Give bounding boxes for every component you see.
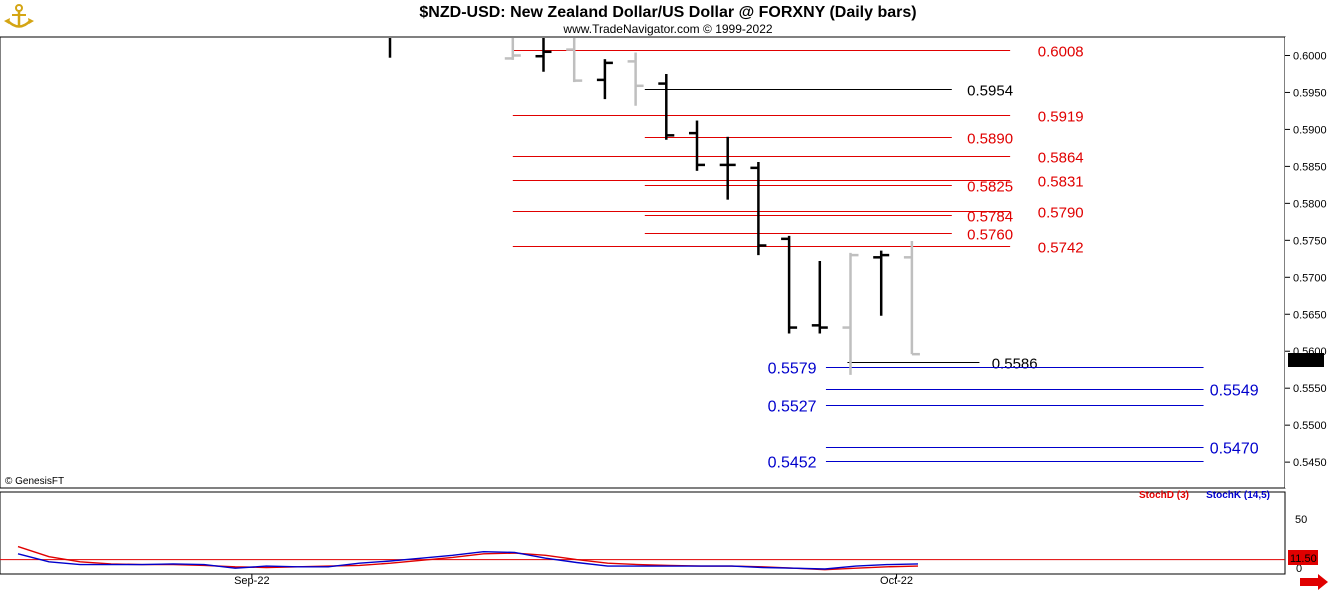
- ohlc-bar: [719, 136, 736, 200]
- ohlc-bar: [535, 38, 552, 72]
- level-label-0.5586: 0.5586: [992, 356, 1038, 373]
- price-tick-label: 0.5850: [1293, 161, 1327, 173]
- chart-subtitle: www.TradeNavigator.com © 1999-2022: [562, 22, 772, 36]
- level-label-0.5579: 0.5579: [768, 361, 817, 378]
- price-tick-label: 0.5900: [1293, 124, 1327, 136]
- level-label-0.5825: 0.5825: [967, 179, 1013, 196]
- ohlc-bar: [596, 59, 613, 100]
- stoch-current-value: 11.50: [1290, 553, 1317, 565]
- indicator-tick-50: 50: [1295, 514, 1307, 526]
- level-label-0.5919: 0.5919: [1038, 109, 1084, 126]
- level-label-0.5549: 0.5549: [1210, 383, 1259, 400]
- level-label-0.5890: 0.5890: [967, 131, 1013, 148]
- price-tick-label: 0.6000: [1293, 50, 1327, 62]
- ohlc-bar: [566, 38, 583, 83]
- price-tick-label: 0.5650: [1293, 309, 1327, 321]
- indicator-tick-0: 0: [1296, 563, 1302, 575]
- stoch-current-badge: [1288, 550, 1318, 565]
- chart-title: $NZD-USD: New Zealand Dollar/US Dollar @…: [419, 4, 916, 21]
- ohlc-bar: [811, 261, 828, 334]
- price-axis: [1285, 37, 1335, 488]
- scroll-right-arrow-icon[interactable]: [1300, 574, 1328, 590]
- stochk-legend: StochK (14,5): [1206, 490, 1270, 501]
- level-label-0.6008: 0.6008: [1038, 44, 1084, 61]
- ohlc-bar: [842, 252, 859, 375]
- date-tick-label: Sep-22: [234, 575, 269, 587]
- price-tick-label: 0.5450: [1293, 457, 1327, 469]
- stochk-line: [17, 550, 919, 570]
- level-label-0.5784: 0.5784: [967, 209, 1013, 226]
- ohlc-bar: [873, 250, 890, 316]
- price-tick-label: 0.5700: [1293, 272, 1327, 284]
- level-label-0.5790: 0.5790: [1038, 205, 1084, 222]
- ohlc-bar: [627, 52, 644, 106]
- price-tick-label: 0.5600: [1293, 346, 1327, 358]
- price-tick-label: 0.5800: [1293, 198, 1327, 210]
- ohlc-bar: [903, 241, 920, 356]
- stochd-legend: StochD (3): [1139, 490, 1189, 501]
- level-label-0.5954: 0.5954: [967, 83, 1013, 100]
- date-tick-label: Oct-22: [880, 575, 913, 587]
- indicator-panel: [0, 491, 1286, 575]
- price-tick-label: 0.5950: [1293, 87, 1327, 99]
- price-panel: [0, 36, 1286, 489]
- price-tick-label: 0.5750: [1293, 235, 1327, 247]
- anchor-logo-icon: [4, 4, 34, 28]
- ohlc-bar: [781, 235, 798, 334]
- level-label-0.5470: 0.5470: [1210, 441, 1259, 458]
- level-label-0.5864: 0.5864: [1038, 150, 1084, 167]
- price-current-value: 0.5596: [1290, 355, 1324, 367]
- ohlc-bar: [504, 38, 521, 60]
- price-current-badge: [1288, 353, 1324, 367]
- level-label-0.5742: 0.5742: [1038, 240, 1084, 257]
- level-label-0.5452: 0.5452: [768, 455, 817, 472]
- level-label-0.5760: 0.5760: [967, 227, 1013, 244]
- level-label-0.5527: 0.5527: [768, 399, 817, 416]
- ohlc-bar: [750, 161, 767, 256]
- copyright-label: © GenesisFT: [5, 476, 64, 487]
- level-label-0.5831: 0.5831: [1038, 174, 1084, 191]
- price-tick-label: 0.5550: [1293, 383, 1327, 395]
- ohlc-bar: [689, 120, 705, 171]
- price-tick-label: 0.5500: [1293, 420, 1327, 432]
- ohlc-bar: [658, 73, 675, 140]
